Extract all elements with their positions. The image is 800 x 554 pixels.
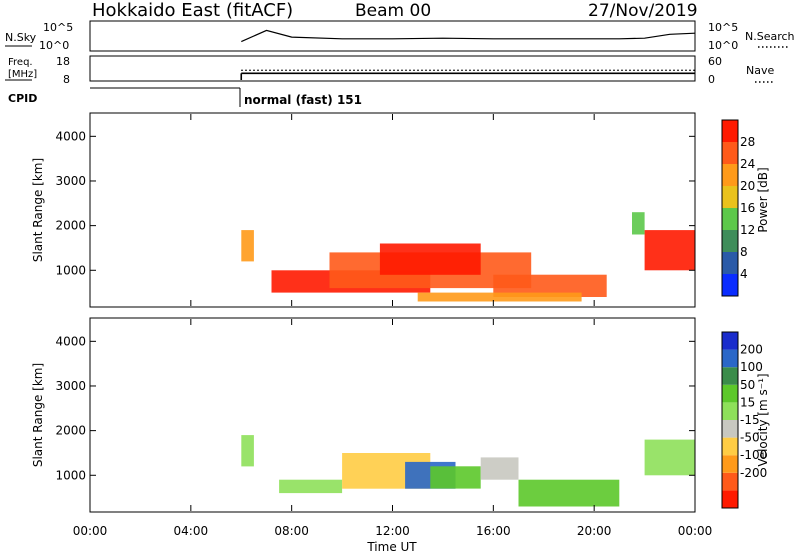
freq-tick-bottom: 8 — [63, 73, 70, 86]
heatmap-cell — [493, 274, 607, 297]
colorbar-tick-label: -100 — [740, 448, 767, 462]
noise-right-label: N.Search — [745, 30, 795, 43]
noise-panel — [89, 20, 696, 52]
colorbar-swatch — [722, 437, 738, 456]
power-y-axis: 1000 2000 3000 4000 — [55, 129, 695, 277]
colorbar-swatch — [722, 349, 738, 368]
colorbar-swatch — [722, 455, 738, 473]
colorbar-tick-label: -200 — [740, 466, 767, 480]
x-tick-label: 00:00 — [678, 524, 713, 538]
freq-label-line1: Freq. — [8, 57, 33, 68]
colorbar-tick-label: 50 — [740, 378, 755, 392]
heatmap-cell — [417, 292, 582, 302]
colorbar-swatch — [722, 186, 738, 208]
time-axis: 00:00 04:00 08:00 12:00 16:00 20:00 00:00 — [73, 114, 713, 538]
time-axis-label: Time UT — [366, 540, 417, 554]
cpid-label: CPID — [8, 92, 37, 105]
y-tick-label: 2000 — [55, 424, 86, 438]
y-tick-label: 1000 — [55, 468, 86, 482]
date-label: 27/Nov/2019 — [588, 1, 698, 21]
colorbar-swatch — [722, 120, 738, 142]
velocity-y-axis: 1000 2000 3000 4000 — [55, 334, 695, 482]
x-tick-label: 20:00 — [577, 524, 612, 538]
velocity-ylabel: Slant Range [km] — [31, 363, 45, 467]
x-tick-label: 04:00 — [174, 524, 209, 538]
power-panel-frame — [89, 112, 696, 308]
colorbar-swatch — [722, 142, 738, 164]
y-tick-label: 4000 — [55, 334, 86, 348]
colorbar-swatch — [722, 367, 738, 385]
colorbar-swatch — [722, 332, 738, 350]
noise-right-tick-top: 10^5 — [708, 21, 738, 34]
colorbar-swatch — [722, 252, 738, 274]
y-tick-label: 3000 — [55, 379, 86, 393]
heatmap-cell — [518, 479, 620, 507]
x-tick-label: 16:00 — [476, 524, 511, 538]
heatmap-cell — [379, 243, 481, 275]
colorbar-swatch — [722, 402, 738, 420]
x-tick-label: 12:00 — [375, 524, 410, 538]
freq-label-line2: [MHz] — [8, 69, 37, 80]
colorbar-tick-label: 24 — [740, 157, 755, 171]
colorbar-tick-label: 100 — [740, 360, 763, 374]
y-tick-label: 3000 — [55, 174, 86, 188]
noise-left-tick-top: 10^5 — [43, 21, 73, 34]
heatmap-cell — [430, 466, 481, 489]
x-tick-label: 00:00 — [73, 524, 108, 538]
colorbar-tick-label: 200 — [740, 343, 763, 357]
freq-tick-top: 18 — [56, 55, 70, 68]
colorbar-tick-label: 15 — [740, 395, 755, 409]
nave-label: Nave — [746, 64, 774, 77]
colorbar-tick-label: 20 — [740, 179, 755, 193]
heatmap-cell — [241, 435, 254, 467]
noise-right-tick-bottom: 10^0 — [708, 39, 738, 52]
colorbar-swatch — [722, 472, 738, 491]
power-heatmap — [241, 212, 695, 302]
velocity-colorbar: 200 100 50 15 -15 -50 -100 -200 — [721, 331, 767, 509]
colorbar-swatch — [722, 384, 738, 403]
colorbar-frame — [721, 331, 739, 509]
colorbar-tick-label: 28 — [740, 135, 755, 149]
y-tick-label: 4000 — [55, 129, 86, 143]
noise-series-line — [241, 29, 696, 43]
cpid-mode-text: normal (fast) 151 — [244, 93, 362, 107]
colorbar-tick-label: 12 — [740, 223, 755, 237]
colorbar-swatch — [722, 164, 738, 186]
y-tick-label: 2000 — [55, 219, 86, 233]
colorbar-swatch — [722, 208, 738, 230]
power-ylabel: Slant Range [km] — [31, 158, 45, 262]
colorbar-tick-label: 4 — [740, 267, 748, 281]
power-colorbar-label: Power [dB] — [756, 167, 770, 232]
heatmap-cell — [279, 479, 343, 494]
power-colorbar: 4 8 12 16 20 24 28 — [721, 119, 755, 297]
heatmap-cell — [644, 439, 695, 476]
velocity-colorbar-label: Velocity [m s⁻¹] — [756, 373, 770, 466]
colorbar-swatch — [722, 490, 738, 508]
beam-label: Beam 00 — [355, 1, 431, 21]
colorbar-swatch — [722, 274, 738, 296]
colorbar-swatch — [722, 230, 738, 252]
nave-tick-bottom: 0 — [708, 73, 715, 86]
velocity-panel-frame — [89, 317, 696, 513]
colorbar-tick-label: -15 — [740, 413, 760, 427]
freq-panel — [89, 55, 696, 82]
colorbar-tick-label: 16 — [740, 201, 755, 215]
heatmap-cell — [241, 230, 254, 262]
noise-left-label: N.Sky — [5, 31, 37, 44]
colorbar-swatch — [722, 420, 738, 438]
heatmap-cell — [632, 212, 645, 235]
colorbar-tick-label: 8 — [740, 245, 748, 259]
nave-tick-top: 60 — [708, 55, 722, 68]
station-title: Hokkaido East (fitACF) — [92, 0, 293, 21]
velocity-heatmap — [241, 435, 695, 507]
colorbar-frame — [721, 119, 739, 297]
heatmap-cell — [480, 457, 519, 480]
x-tick-label: 08:00 — [274, 524, 309, 538]
y-tick-label: 1000 — [55, 263, 86, 277]
heatmap-cell — [644, 230, 695, 271]
colorbar-tick-label: -50 — [740, 431, 760, 445]
noise-left-tick-bottom: 10^0 — [39, 39, 69, 52]
